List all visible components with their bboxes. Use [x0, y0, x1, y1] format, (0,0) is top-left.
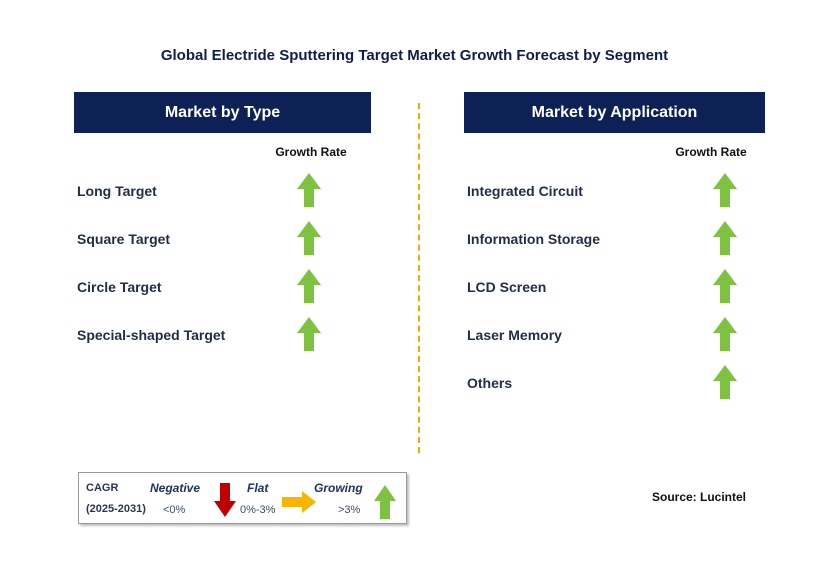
growing-arrow-icon [713, 317, 737, 351]
growing-arrow-icon [297, 317, 321, 351]
type-row-label: Special-shaped Target [77, 327, 226, 343]
application-row-label: Others [467, 375, 513, 391]
legend-cagr: CAGR [86, 482, 119, 494]
legend-negative-label: Negative [150, 481, 201, 495]
type-row-label: Long Target [77, 183, 157, 199]
legend-negative-range: <0% [163, 504, 186, 516]
negative-arrow-icon [214, 483, 236, 517]
source-note: Source: Lucintel [652, 490, 747, 504]
flat-arrow-icon [282, 491, 316, 513]
legend-growing-range: >3% [338, 504, 361, 516]
growing-arrow-icon [297, 173, 321, 207]
chart-title: Global Electride Sputtering Target Marke… [160, 47, 669, 64]
growing-arrow-icon [713, 269, 737, 303]
growing-arrow-icon [713, 173, 737, 207]
legend-flat-label: Flat [247, 481, 269, 495]
application-row-label: Laser Memory [467, 327, 562, 343]
growing-arrow-icon [297, 269, 321, 303]
legend-period: (2025-2031) [86, 503, 146, 515]
legend-flat-range: 0%-3% [240, 504, 276, 516]
type-row-label: Circle Target [77, 279, 162, 295]
type-panel-header: Market by Type [74, 92, 371, 133]
type-growth-rate-header: Growth Rate [275, 145, 347, 159]
application-row-label: LCD Screen [467, 279, 547, 295]
panel-divider [418, 103, 420, 453]
cagr-legend: CAGR (2025-2031) Negative <0% Flat 0%-3%… [78, 472, 407, 524]
legend-growing-label: Growing [314, 481, 363, 495]
growing-arrow-icon [713, 365, 737, 399]
type-row-label: Square Target [77, 231, 171, 247]
application-row-label: Integrated Circuit [467, 183, 583, 199]
application-panel-header: Market by Application [464, 92, 765, 133]
application-growth-rate-header: Growth Rate [675, 145, 747, 159]
growing-arrow-icon [374, 485, 396, 519]
application-row-label: Information Storage [467, 231, 601, 247]
growing-arrow-icon [297, 221, 321, 255]
growing-arrow-icon [713, 221, 737, 255]
